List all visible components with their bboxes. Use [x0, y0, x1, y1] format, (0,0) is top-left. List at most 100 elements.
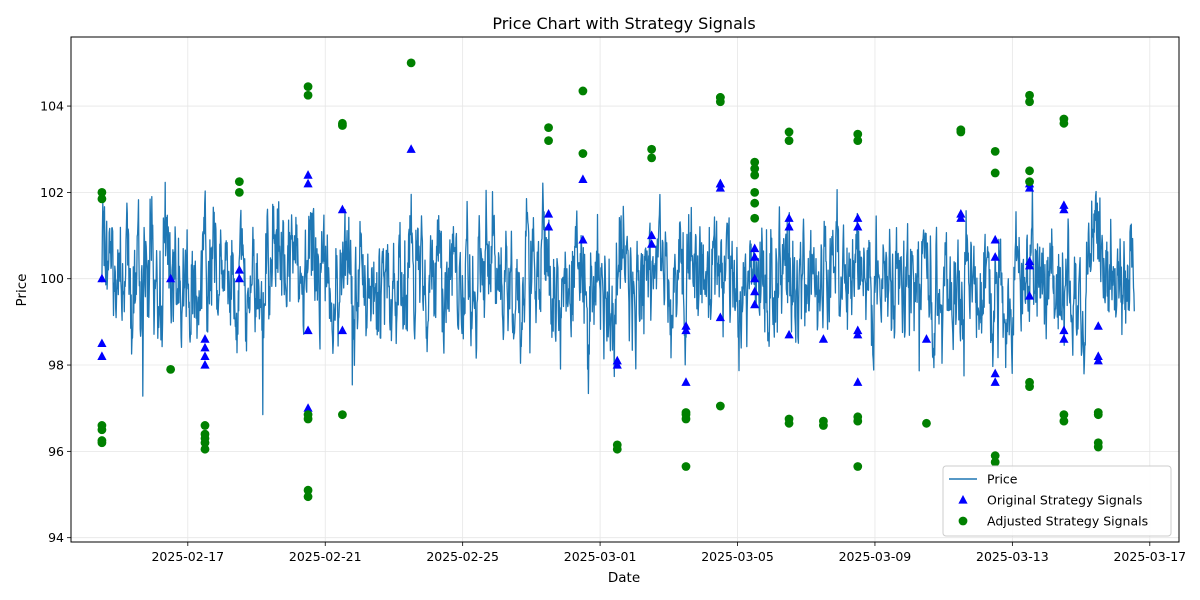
y-tick-label: 102 [40, 185, 64, 200]
adjusted-signal-point [750, 198, 760, 208]
adjusted-signal-point [956, 127, 966, 137]
adjusted-signal-point [853, 136, 863, 145]
original-signal-point [97, 273, 107, 283]
legend-original-swatch [958, 495, 968, 504]
y-tick-label: 96 [48, 444, 64, 459]
original-signal-point [1059, 204, 1069, 214]
original-signal-point [853, 213, 863, 222]
x-tick-label: 2025-02-21 [289, 549, 362, 564]
original-signal-point [1059, 200, 1069, 209]
original-signal-point [578, 174, 588, 184]
adjusted-signal-point [200, 421, 210, 430]
adjusted-signal-point [1059, 416, 1069, 426]
adjusted-signal-point [715, 93, 725, 102]
original-signal-point [784, 213, 794, 222]
original-signal-point [750, 286, 760, 296]
adjusted-signal-point [338, 410, 347, 420]
adjusted-signal-point [990, 451, 1000, 461]
adjusted-signal-point [303, 492, 313, 502]
adjusted-signal-point [647, 153, 657, 163]
x-tick-label: 2025-02-25 [426, 549, 499, 564]
x-tick-label: 2025-03-17 [1113, 549, 1186, 564]
adjusted-signal-point [406, 58, 416, 68]
original-signal-point [921, 334, 932, 343]
adjusted-signal-point [612, 444, 622, 454]
original-signal-point [784, 329, 794, 339]
original-signal-point [715, 312, 725, 322]
original-signal-point [853, 325, 863, 335]
original-signal-point [681, 377, 691, 386]
original-signal-point [612, 355, 622, 365]
adjusted-signal-point [1025, 382, 1034, 392]
adjusted-signal-point [303, 82, 313, 92]
chart-title: Price Chart with Strategy Signals [492, 14, 755, 33]
original-signal-point [200, 360, 210, 369]
original-signal-point [578, 234, 588, 244]
adjusted-signal-point [1025, 177, 1034, 186]
y-axis-label: Price [14, 274, 30, 307]
original-signal-point [647, 239, 657, 248]
original-signal-point [784, 221, 794, 231]
signals-layer [97, 58, 1103, 502]
adjusted-signal-point [853, 462, 863, 471]
adjusted-signal-point [750, 164, 760, 174]
adjusted-signal-point [853, 416, 863, 426]
original-signal-point [234, 265, 244, 274]
original-signal-point [303, 325, 313, 335]
original-signal-point [200, 342, 210, 352]
adjusted-signal-point [853, 129, 863, 139]
original-signal-point [990, 252, 1000, 261]
adjusted-signal-point [715, 401, 725, 411]
x-tick-label: 2025-02-17 [151, 549, 224, 564]
original-signal-point [750, 273, 760, 283]
adjusted-signal-point [750, 187, 760, 197]
original-signal-point [337, 204, 348, 214]
adjusted-signal-point [681, 414, 691, 424]
y-tick-label: 94 [48, 530, 64, 545]
adjusted-signal-point [1025, 97, 1034, 107]
x-tick-label: 2025-03-01 [564, 549, 637, 564]
adjusted-signal-point [578, 149, 588, 158]
original-signal-point [715, 178, 725, 188]
legend: Price Original Strategy Signals Adjusted S… [942, 465, 1172, 537]
adjusted-signal-point [97, 194, 107, 204]
adjusted-signal-point [784, 418, 794, 428]
original-signal-point [97, 351, 107, 361]
adjusted-signal-point [990, 457, 1000, 467]
original-signal-point [1093, 351, 1103, 361]
adjusted-signal-point [784, 127, 794, 137]
adjusted-signal-point [544, 123, 553, 133]
original-signal-point [1024, 290, 1035, 300]
original-signal-point [1024, 260, 1035, 270]
adjusted-signal-point [750, 157, 760, 167]
y-tick-label: 98 [48, 358, 64, 373]
adjusted-signal-point [303, 90, 313, 100]
adjusted-signal-point [303, 485, 313, 495]
original-signal-point [166, 273, 176, 283]
adjusted-signal-point [544, 136, 553, 145]
original-signal-point [303, 170, 313, 179]
y-tick-label: 104 [40, 99, 64, 114]
y-tick-label: 100 [40, 271, 64, 286]
adjusted-signal-point [990, 146, 1000, 156]
original-signal-point [853, 329, 863, 339]
adjusted-signal-point [990, 168, 1000, 178]
original-signal-point [234, 273, 244, 283]
original-signal-point [1093, 355, 1103, 365]
legend-label: Original Strategy Signals [987, 493, 1142, 508]
original-signal-point [750, 243, 760, 253]
legend-adjusted-swatch [958, 516, 968, 526]
axis-ticks: 2025-02-17 2025-02-21 2025-02-25 2025-03-01… [40, 99, 1186, 564]
x-tick-label: 2025-03-09 [839, 549, 912, 564]
plot-frame [70, 36, 1180, 543]
adjusted-signal-point [97, 187, 107, 197]
adjusted-signal-point [166, 364, 176, 374]
adjusted-signal-point [1025, 90, 1034, 100]
adjusted-signal-point [1093, 442, 1103, 452]
adjusted-signal-point [303, 414, 313, 424]
original-signal-point [612, 360, 622, 369]
legend-box [942, 465, 1172, 537]
adjusted-signal-point [784, 136, 794, 145]
adjusted-signal-point [1093, 410, 1103, 420]
